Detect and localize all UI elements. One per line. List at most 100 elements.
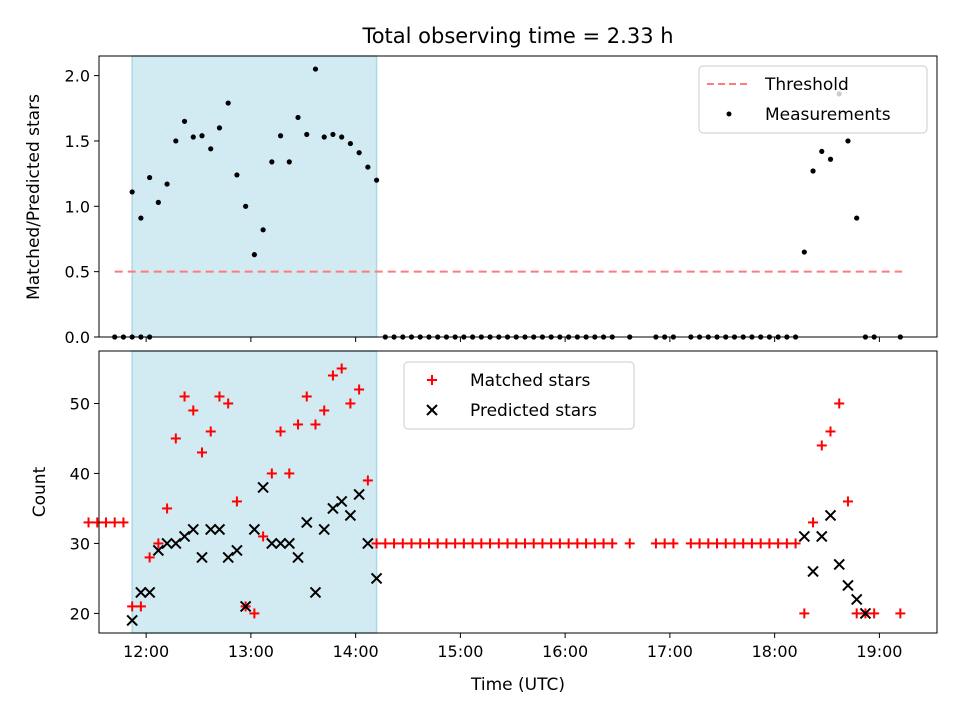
legend-matched-label: Matched stars [470, 371, 590, 391]
matched-point [188, 405, 199, 416]
predicted-point-b [222, 551, 234, 564]
matched-point [415, 538, 426, 549]
matched-point [685, 538, 696, 549]
y-tick-label: 1.0 [65, 197, 90, 216]
matched-point [537, 538, 548, 549]
matched-point [214, 391, 225, 402]
matched-point [554, 538, 565, 549]
matched-point [624, 538, 635, 549]
matched-point [354, 384, 365, 395]
predicted-point [850, 593, 863, 606]
matched-point [563, 538, 574, 549]
matched-point [755, 538, 766, 549]
measurement-point [827, 156, 834, 162]
count-x-ticks: 12:00 13:00 14:00 15:00 16:00 17:00 18:00 19:00 [123, 633, 902, 661]
matched-point [249, 608, 260, 619]
legend-predicted-label: Predicted stars [470, 401, 597, 421]
predicted-point [327, 502, 339, 515]
predicted-point [143, 586, 156, 599]
legend-measurements-swatch [726, 111, 732, 117]
measurement-point [810, 168, 816, 174]
matched-point [598, 538, 609, 549]
matched-point [179, 391, 190, 402]
matched-point [406, 538, 417, 549]
predicted-point-b [266, 537, 278, 550]
legend-x-marker-b [426, 404, 438, 416]
predicted-point-b [178, 530, 191, 543]
shaded-region [131, 350, 378, 634]
matched-point [799, 608, 810, 619]
ratio-legend: Threshold Measurements [698, 65, 928, 134]
measurement-point [155, 199, 161, 205]
matched-point [380, 538, 391, 549]
matched-point [266, 468, 277, 479]
matched-point [92, 517, 103, 528]
matched-point [694, 538, 705, 549]
matched-point [118, 517, 129, 528]
predicted-point-b [161, 537, 173, 550]
matched-point [790, 538, 801, 549]
measurement-point [208, 146, 214, 152]
matched-point [135, 601, 146, 612]
measurement-point [295, 114, 301, 121]
predicted-point [222, 551, 234, 564]
measurement-point [216, 125, 223, 131]
matched-point [371, 538, 382, 549]
measurement-point [234, 172, 240, 178]
count-panel-frame [98, 350, 938, 634]
matched-point [519, 538, 530, 549]
matched-point [528, 538, 539, 549]
matched-point [659, 538, 670, 549]
predicted-point-b [850, 593, 863, 606]
predicted-point-b [231, 544, 243, 557]
predicted-point [833, 558, 845, 571]
matched-point [284, 468, 295, 479]
measurement-point [286, 159, 292, 165]
x-tick-label: 12:00 [123, 642, 169, 661]
measurement-point [347, 140, 353, 147]
matched-point [362, 475, 373, 486]
matched-point [197, 447, 208, 458]
predicted-point [135, 586, 147, 599]
predicted-point-b [187, 523, 199, 536]
predicted-point [370, 572, 383, 585]
legend-x-marker [426, 404, 438, 416]
predicted-point [257, 481, 269, 494]
measurement-point [164, 181, 170, 187]
predicted-point [248, 523, 261, 536]
matched-point [476, 538, 487, 549]
matched-point [650, 538, 661, 549]
matched-point [842, 496, 853, 507]
predicted-point-b [274, 537, 287, 550]
predicted-point [170, 537, 182, 550]
measurement-point [819, 148, 825, 155]
measurement-point [138, 215, 144, 221]
matched-point [808, 517, 819, 528]
matched-point [144, 552, 155, 563]
matched-point [127, 601, 138, 612]
predicted-point-b [213, 523, 226, 536]
matched-point [703, 538, 714, 549]
matched-point [223, 398, 234, 409]
predicted-point [196, 551, 208, 564]
measurement-point [190, 134, 196, 140]
matched-point [100, 517, 111, 528]
measurement-point [854, 215, 860, 221]
matched-point [170, 433, 181, 444]
predicted-point [344, 509, 357, 522]
predicted-point-b [327, 502, 339, 515]
measurement-point [277, 133, 284, 139]
matched-point [275, 426, 286, 437]
measurement-point [312, 66, 319, 72]
predicted-point-b [309, 586, 322, 599]
ratio-panel: 0.00.51.01.52.0 Matched/Predicted stars … [24, 55, 938, 347]
count-legend-box [403, 361, 635, 430]
count-y-axis-label: Count [30, 466, 50, 517]
predicted-point-b [335, 495, 348, 508]
y-tick-label: 20 [70, 604, 90, 623]
matched-point [162, 503, 173, 514]
y-tick-label: 0.0 [65, 328, 90, 347]
measurement-point [321, 134, 327, 140]
legend-matched-swatch [427, 375, 437, 385]
predicted-point [842, 579, 854, 592]
